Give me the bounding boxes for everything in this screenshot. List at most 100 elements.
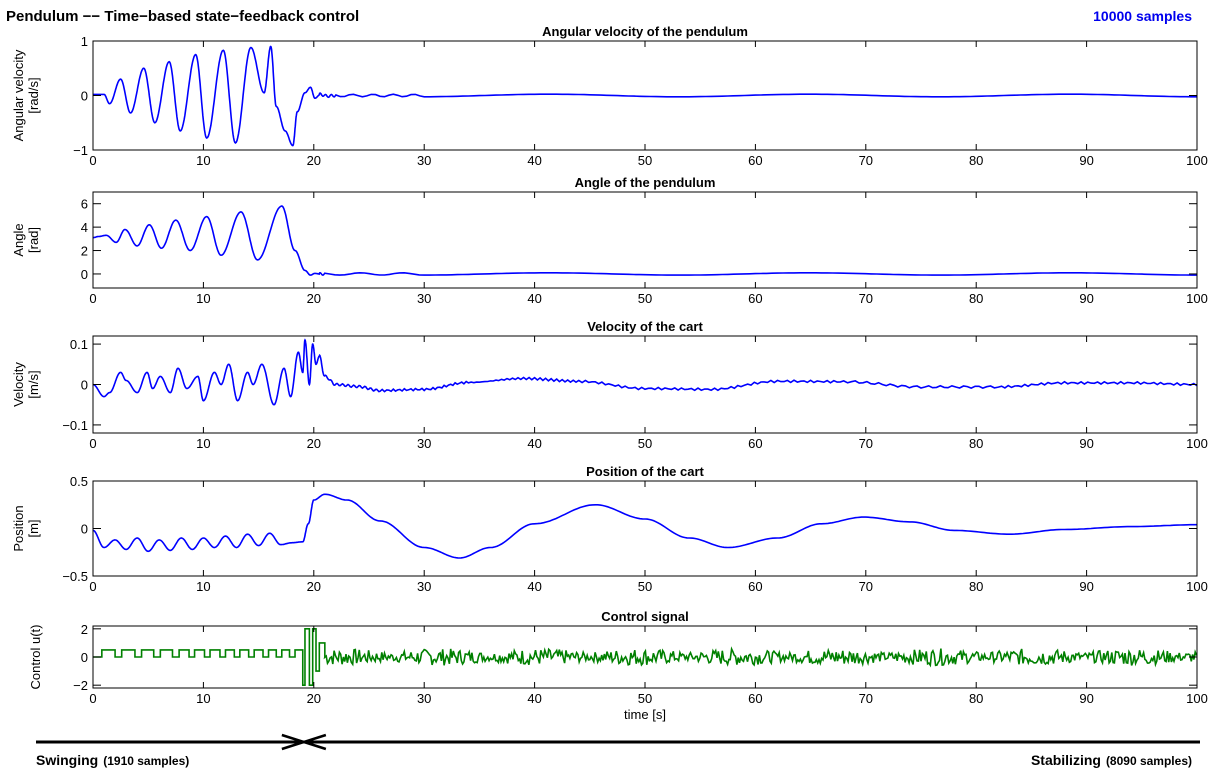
- y-tick-label: 0: [81, 378, 88, 393]
- x-tick-label: 70: [859, 691, 873, 706]
- data-line: [93, 493, 1197, 559]
- stabilizing-label: Stabilizing (8090 samples): [1031, 752, 1192, 768]
- x-tick-label: 20: [307, 691, 321, 706]
- x-tick-label: 90: [1079, 436, 1093, 451]
- axes-box: [92, 480, 1198, 577]
- x-tick-label: 40: [527, 579, 541, 594]
- subplot-title: Control signal: [601, 609, 688, 624]
- x-tick-label: 20: [307, 579, 321, 594]
- x-tick-label: 20: [307, 436, 321, 451]
- x-tick-label: 80: [969, 291, 983, 306]
- x-tick-label: 90: [1079, 691, 1093, 706]
- x-tick-label: 30: [417, 579, 431, 594]
- x-tick-label: 10: [196, 153, 210, 168]
- y-axis-label: Angular velocity[rad/s]: [11, 49, 41, 141]
- x-tick-label: 60: [748, 153, 762, 168]
- sample-count: 10000 samples: [1093, 8, 1192, 24]
- x-tick-label: 0: [89, 153, 96, 168]
- data-line: [93, 45, 1197, 147]
- y-tick-label: 0: [81, 522, 88, 537]
- x-tick-label: 20: [307, 153, 321, 168]
- y-tick-label: −1: [73, 143, 88, 158]
- y-tick-label: 0: [81, 650, 88, 665]
- x-tick-label: 50: [638, 579, 652, 594]
- x-tick-label: 90: [1079, 153, 1093, 168]
- x-tick-label: 80: [969, 153, 983, 168]
- y-axis-label: Control u(t): [28, 624, 43, 689]
- x-tick-label: 10: [196, 579, 210, 594]
- x-tick-label: 70: [859, 153, 873, 168]
- x-tick-label: 30: [417, 291, 431, 306]
- x-tick-label: 40: [527, 691, 541, 706]
- subplot-title: Position of the cart: [586, 464, 704, 479]
- axes-box: [92, 625, 1198, 689]
- x-axis-label: time [s]: [624, 707, 666, 722]
- x-tick-label: 0: [89, 291, 96, 306]
- x-tick-label: 100: [1186, 291, 1208, 306]
- x-tick-label: 10: [196, 436, 210, 451]
- x-tick-label: 30: [417, 153, 431, 168]
- y-tick-label: −2: [73, 678, 88, 693]
- x-tick-label: 100: [1186, 579, 1208, 594]
- phase-timeline: Swinging (1910 samples) Stabilizing (8090 …: [36, 733, 1200, 768]
- y-tick-label: −0.1: [62, 418, 88, 433]
- x-tick-label: 40: [527, 153, 541, 168]
- x-tick-label: 50: [638, 291, 652, 306]
- subplot-title: Angle of the pendulum: [575, 175, 716, 190]
- arrow-left-icon: [299, 733, 327, 751]
- x-tick-label: 40: [527, 436, 541, 451]
- x-tick-label: 90: [1079, 291, 1093, 306]
- y-tick-label: −0.5: [62, 569, 88, 584]
- x-tick-label: 0: [89, 579, 96, 594]
- data-line: [93, 628, 1197, 686]
- subplot-3: Velocity of the cart 0 10 20 30 40 50 60 70 80 90 1…: [11, 319, 1208, 451]
- figure-title: Pendulum −− Time−based state−feedback co…: [6, 8, 359, 25]
- y-tick-label: 0.1: [70, 337, 88, 352]
- x-tick-label: 90: [1079, 579, 1093, 594]
- x-tick-label: 100: [1186, 691, 1208, 706]
- x-tick-label: 50: [638, 153, 652, 168]
- y-axis-label: Angle[rad]: [11, 223, 41, 256]
- swinging-label: Swinging (1910 samples): [36, 752, 189, 768]
- subplot-title: Velocity of the cart: [587, 319, 703, 334]
- x-tick-label: 10: [196, 291, 210, 306]
- x-tick-label: 50: [638, 691, 652, 706]
- x-tick-label: 20: [307, 291, 321, 306]
- subplot-title: Angular velocity of the pendulum: [542, 24, 748, 39]
- subplot-4: Position of the cart 0 10 20 30 40 50 60 70 80 90 1…: [11, 464, 1208, 594]
- x-tick-label: 70: [859, 436, 873, 451]
- x-tick-label: 60: [748, 436, 762, 451]
- x-tick-label: 100: [1186, 436, 1208, 451]
- x-tick-label: 100: [1186, 153, 1208, 168]
- x-tick-label: 30: [417, 691, 431, 706]
- y-tick-label: 0.5: [70, 474, 88, 489]
- y-axis-label: Velocity[m/s]: [11, 362, 41, 407]
- y-tick-label: 6: [81, 197, 88, 212]
- x-tick-label: 30: [417, 436, 431, 451]
- x-tick-label: 60: [748, 291, 762, 306]
- x-tick-label: 70: [859, 291, 873, 306]
- x-tick-label: 60: [748, 579, 762, 594]
- y-tick-label: 1: [81, 34, 88, 49]
- y-tick-label: 2: [81, 622, 88, 637]
- y-axis-label: Position[m]: [11, 505, 41, 551]
- x-tick-label: 80: [969, 436, 983, 451]
- x-tick-label: 70: [859, 579, 873, 594]
- y-tick-label: 0: [81, 89, 88, 104]
- y-tick-label: 0: [81, 267, 88, 282]
- x-tick-label: 0: [89, 436, 96, 451]
- data-line: [93, 205, 1197, 276]
- x-tick-label: 50: [638, 436, 652, 451]
- y-tick-label: 4: [81, 220, 88, 235]
- x-tick-label: 0: [89, 691, 96, 706]
- x-tick-label: 80: [969, 579, 983, 594]
- x-tick-label: 10: [196, 691, 210, 706]
- x-tick-label: 40: [527, 291, 541, 306]
- data-line: [93, 338, 1197, 406]
- y-tick-label: 2: [81, 244, 88, 259]
